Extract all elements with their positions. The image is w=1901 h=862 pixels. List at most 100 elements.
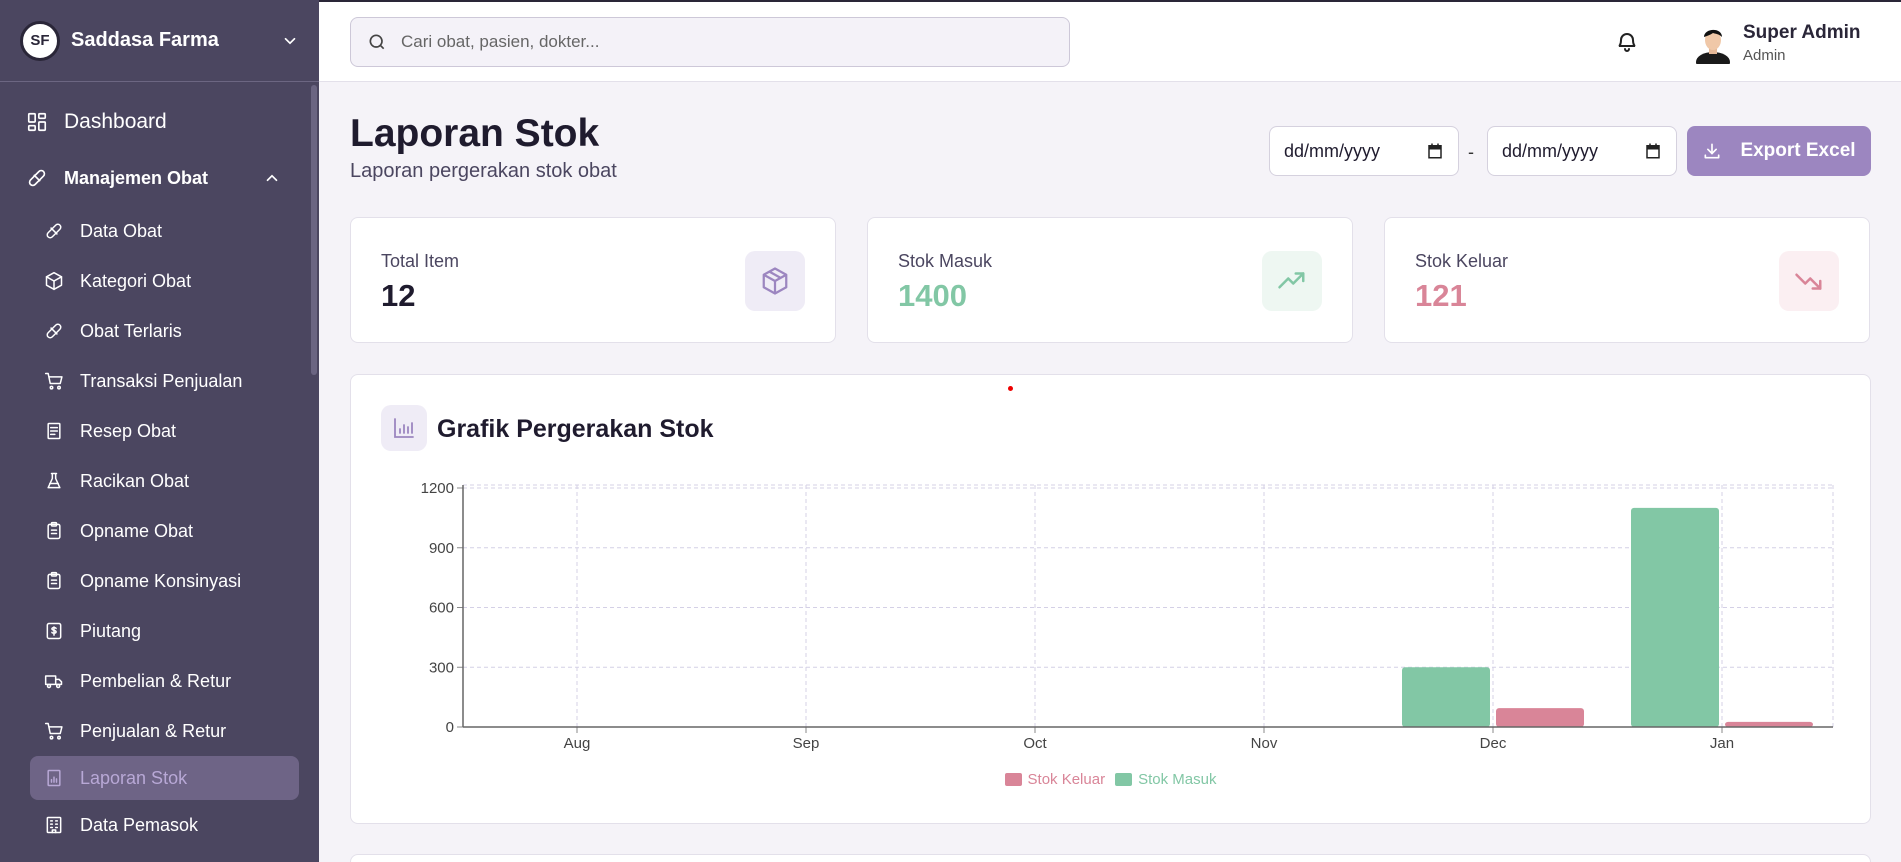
bar-stok-masuk: [1402, 667, 1490, 727]
sidebar-item-label: Obat Terlaris: [80, 320, 182, 341]
user-name: Super Admin: [1743, 22, 1861, 43]
calendar-icon[interactable]: [1426, 142, 1444, 160]
sidebar-scrollbar[interactable]: [311, 85, 317, 375]
search-bar[interactable]: [350, 17, 1070, 67]
date-to-value: dd/mm/yyyy: [1502, 140, 1599, 161]
brand-name: Saddasa Farma: [71, 29, 219, 51]
sidebar-item-laporan-stok[interactable]: Laporan Stok: [30, 756, 299, 800]
sidebar-nav: Dashboard Manajemen Obat Data Obat Katego…: [0, 82, 319, 850]
bar-stok-keluar: [1725, 721, 1813, 727]
download-icon: [1704, 143, 1720, 159]
sidebar-item-piutang[interactable]: Piutang: [0, 606, 319, 656]
top-header: Super Admin Admin: [319, 0, 1901, 82]
x-tick-label: Nov: [1251, 735, 1278, 752]
main-content: Laporan Stok Laporan pergerakan stok oba…: [319, 82, 1901, 862]
sidebar-subitems: Data Obat Kategori Obat Obat Terlaris Trans…: [0, 206, 319, 850]
legend-swatch: [1004, 773, 1022, 786]
bar-stok-masuk: [1631, 507, 1719, 727]
sidebar-item-label: Resep Obat: [80, 420, 177, 441]
sidebar-item-label: Opname Konsinyasi: [80, 570, 242, 591]
avatar[interactable]: [1693, 22, 1733, 64]
stat-card-stok-masuk: Stok Masuk 1400: [867, 217, 1353, 343]
trending-down-icon: [1795, 273, 1822, 290]
flask-icon: [47, 472, 61, 489]
page-title: Laporan Stok: [350, 112, 600, 155]
sidebar-group-manajemen-obat[interactable]: Manajemen Obat: [0, 150, 319, 206]
trending-up-icon: [1278, 272, 1305, 289]
page-subtitle: Laporan pergerakan stok obat: [350, 160, 617, 182]
sidebar-item-label: Data Pemasok: [80, 814, 199, 835]
export-excel-label: Export Excel: [1740, 140, 1856, 161]
stat-icon-box: [745, 251, 805, 311]
bell-icon[interactable]: [1615, 30, 1639, 54]
x-tick-label: Oct: [1023, 735, 1047, 752]
brand[interactable]: SF Saddasa Farma: [0, 0, 319, 82]
x-tick-label: Jan: [1710, 735, 1734, 752]
stat-label: Stok Masuk: [898, 251, 993, 271]
brand-logo: SF: [20, 20, 60, 61]
date-from-value: dd/mm/yyyy: [1284, 140, 1381, 161]
sidebar-item-label: Laporan Stok: [80, 767, 188, 788]
sidebar-item-label: Racikan Obat: [80, 470, 190, 491]
sidebar-group-label: Manajemen Obat: [64, 167, 209, 188]
legend-label: Stok Masuk: [1138, 771, 1217, 788]
y-tick-label: 0: [446, 719, 454, 736]
x-tick-label: Sep: [793, 735, 820, 752]
box-icon: [762, 267, 788, 295]
sidebar-item-label: Transaksi Penjualan: [80, 370, 243, 391]
stat-label: Total Item: [381, 251, 460, 271]
legend-swatch: [1115, 773, 1133, 786]
sidebar-item-label: Penjualan & Retur: [80, 720, 227, 741]
search-icon: [369, 34, 385, 50]
stat-label: Stok Keluar: [1415, 251, 1509, 271]
sidebar-item-data-pemasok[interactable]: Data Pemasok: [0, 800, 319, 850]
chart-icon-box: [381, 405, 427, 451]
date-from-input[interactable]: dd/mm/yyyy: [1269, 126, 1459, 176]
sidebar-item-obat-terlaris[interactable]: Obat Terlaris: [0, 306, 319, 356]
user-info[interactable]: Super Admin Admin: [1743, 22, 1861, 64]
sidebar-item-data-obat[interactable]: Data Obat: [0, 206, 319, 256]
calendar-icon[interactable]: [1644, 142, 1662, 160]
sidebar-item-dashboard[interactable]: Dashboard: [0, 94, 319, 150]
sidebar-item-resep-obat[interactable]: Resep Obat: [0, 406, 319, 456]
sidebar-item-opname-obat[interactable]: Opname Obat: [0, 506, 319, 556]
legend-item[interactable]: Stok Keluar: [1004, 771, 1106, 788]
stat-icon-box: [1779, 251, 1839, 311]
stat-icon-box: [1262, 251, 1322, 311]
export-excel-button[interactable]: Export Excel: [1687, 126, 1871, 176]
pill-icon: [46, 323, 62, 339]
document-icon: [47, 422, 61, 440]
legend-item[interactable]: Stok Masuk: [1115, 771, 1216, 788]
cart-icon: [44, 372, 63, 390]
sidebar-item-label: Kategori Obat: [80, 270, 192, 291]
sidebar-item-label: Pembelian & Retur: [80, 670, 232, 691]
building-icon: [46, 816, 62, 834]
sidebar-item-penjualan-retur[interactable]: Penjualan & Retur: [0, 706, 319, 756]
y-tick-label: 1200: [421, 480, 454, 497]
sidebar-item-opname-konsinyasi[interactable]: Opname Konsinyasi: [0, 556, 319, 606]
sidebar-item-label: Dashboard: [64, 110, 167, 133]
next-panel: [350, 854, 1871, 862]
chevron-down-icon[interactable]: [281, 32, 299, 50]
stat-card-stok-keluar: Stok Keluar 121: [1384, 217, 1870, 343]
search-input[interactable]: [401, 32, 1021, 52]
bar-stok-keluar: [1496, 708, 1584, 727]
stat-value: 12: [381, 278, 416, 313]
truck-icon: [44, 675, 63, 689]
legend-label: Stok Keluar: [1027, 771, 1106, 788]
y-tick-label: 600: [429, 600, 454, 617]
sidebar-item-transaksi-penjualan[interactable]: Transaksi Penjualan: [0, 356, 319, 406]
chevron-up-icon: [266, 174, 278, 182]
date-to-input[interactable]: dd/mm/yyyy: [1487, 126, 1677, 176]
sidebar-item-kategori-obat[interactable]: Kategori Obat: [0, 256, 319, 306]
grid-icon: [27, 112, 47, 132]
report-icon: [47, 769, 61, 787]
stat-value: 1400: [898, 278, 967, 313]
sidebar-item-racikan-obat[interactable]: Racikan Obat: [0, 456, 319, 506]
clipboard-icon: [47, 521, 61, 540]
cursor-dot: [1008, 386, 1013, 391]
sidebar-item-pembelian-retur[interactable]: Pembelian & Retur: [0, 656, 319, 706]
chart-title: Grafik Pergerakan Stok: [437, 415, 714, 443]
bar-chart-icon: [394, 418, 414, 438]
pill-icon: [46, 223, 62, 239]
